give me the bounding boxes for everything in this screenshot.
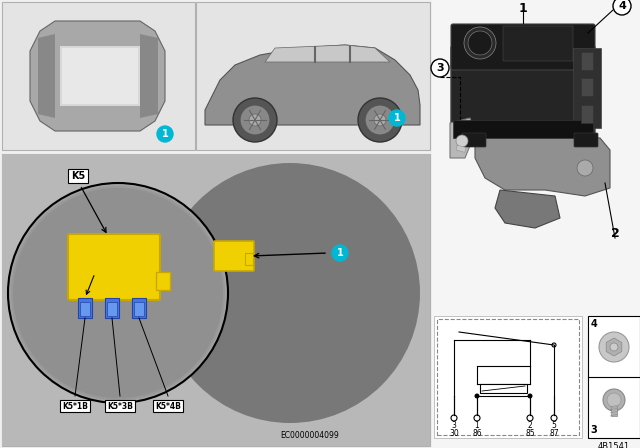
- Bar: [134, 302, 144, 316]
- Bar: [573, 48, 601, 128]
- Circle shape: [431, 59, 449, 77]
- Text: 1: 1: [162, 129, 168, 139]
- Polygon shape: [495, 190, 560, 228]
- Text: K5: K5: [71, 171, 85, 181]
- Circle shape: [389, 110, 405, 126]
- Circle shape: [332, 245, 348, 261]
- Text: K5*3B: K5*3B: [107, 401, 133, 410]
- Polygon shape: [30, 21, 165, 131]
- Circle shape: [233, 98, 277, 142]
- Text: 87: 87: [549, 428, 559, 438]
- Bar: [107, 302, 117, 316]
- Circle shape: [374, 114, 386, 126]
- FancyBboxPatch shape: [451, 46, 595, 140]
- Circle shape: [456, 135, 468, 147]
- Bar: [2, 154, 430, 446]
- Text: 1: 1: [337, 248, 344, 258]
- Text: 5: 5: [552, 421, 556, 430]
- Text: 3: 3: [436, 63, 444, 73]
- FancyBboxPatch shape: [451, 24, 595, 70]
- FancyBboxPatch shape: [214, 241, 254, 271]
- Bar: [434, 316, 582, 438]
- Circle shape: [358, 98, 402, 142]
- Text: 4: 4: [591, 319, 597, 329]
- Bar: [581, 105, 593, 123]
- Text: 2: 2: [527, 421, 532, 430]
- Text: 1: 1: [518, 1, 527, 14]
- Circle shape: [468, 31, 492, 55]
- Text: EC0000004099: EC0000004099: [280, 431, 339, 440]
- Circle shape: [8, 183, 228, 403]
- Bar: [196, 2, 430, 150]
- FancyBboxPatch shape: [462, 133, 486, 147]
- FancyBboxPatch shape: [68, 234, 160, 300]
- Circle shape: [603, 389, 625, 411]
- Text: 2: 2: [611, 227, 620, 240]
- Circle shape: [599, 332, 629, 362]
- Text: K5*4B: K5*4B: [155, 401, 181, 410]
- Polygon shape: [606, 338, 622, 356]
- Bar: [156, 272, 170, 290]
- Circle shape: [610, 343, 618, 351]
- Bar: [581, 52, 593, 70]
- Text: 86: 86: [472, 428, 482, 438]
- Text: 30: 30: [449, 428, 459, 438]
- Bar: [611, 400, 617, 416]
- Bar: [588, 316, 640, 438]
- Polygon shape: [205, 45, 420, 125]
- Bar: [581, 78, 593, 96]
- Polygon shape: [450, 118, 475, 158]
- Circle shape: [13, 188, 223, 398]
- Polygon shape: [475, 133, 610, 196]
- Polygon shape: [38, 34, 55, 118]
- Text: 85: 85: [525, 428, 535, 438]
- Circle shape: [613, 0, 631, 15]
- Bar: [503, 26, 573, 61]
- Polygon shape: [140, 34, 158, 118]
- Circle shape: [474, 393, 479, 399]
- Polygon shape: [60, 46, 145, 106]
- Bar: [80, 302, 90, 316]
- Polygon shape: [62, 48, 138, 104]
- Polygon shape: [265, 45, 390, 62]
- Circle shape: [577, 160, 593, 176]
- Bar: [437, 319, 579, 435]
- FancyBboxPatch shape: [574, 133, 598, 147]
- Bar: [78, 298, 92, 318]
- Text: 3: 3: [591, 425, 597, 435]
- Bar: [480, 384, 527, 393]
- Text: 1: 1: [394, 113, 401, 123]
- Bar: [2, 2, 195, 150]
- Text: K5*1B: K5*1B: [62, 401, 88, 410]
- Bar: [132, 298, 146, 318]
- Bar: [432, 0, 640, 448]
- Text: 3: 3: [452, 421, 456, 430]
- Bar: [453, 120, 593, 138]
- Circle shape: [365, 105, 395, 135]
- Bar: [456, 145, 466, 152]
- Circle shape: [11, 186, 225, 400]
- Text: 4: 4: [618, 1, 626, 11]
- Circle shape: [464, 27, 496, 59]
- Bar: [245, 253, 253, 265]
- Circle shape: [249, 114, 261, 126]
- Circle shape: [157, 126, 173, 142]
- Text: 1: 1: [475, 421, 479, 430]
- Text: 4B1541: 4B1541: [598, 442, 630, 448]
- Bar: [2, 154, 430, 446]
- Circle shape: [160, 163, 420, 423]
- Circle shape: [607, 393, 621, 407]
- Circle shape: [527, 393, 532, 399]
- Circle shape: [240, 105, 270, 135]
- Bar: [105, 298, 119, 318]
